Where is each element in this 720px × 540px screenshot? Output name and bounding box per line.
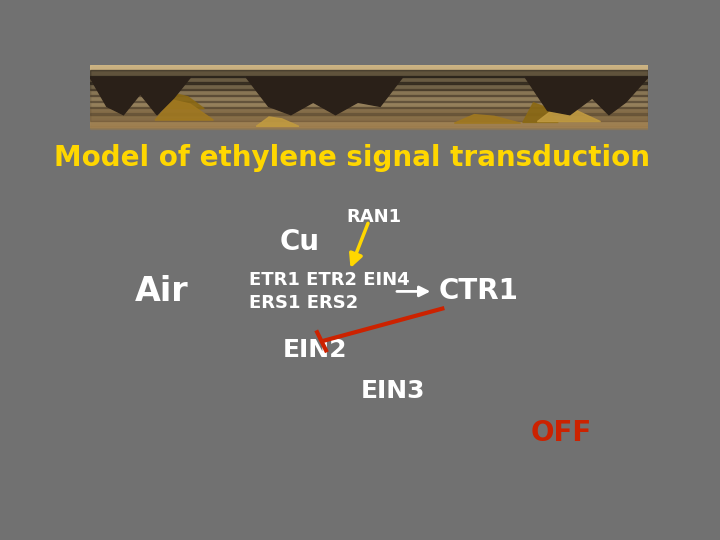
- Bar: [90, 76, 648, 84]
- Bar: [90, 116, 648, 118]
- Text: EIN3: EIN3: [361, 379, 425, 403]
- Bar: [90, 106, 648, 108]
- Bar: [90, 107, 648, 114]
- Polygon shape: [454, 114, 521, 123]
- Bar: [90, 101, 648, 109]
- Polygon shape: [90, 77, 190, 114]
- Bar: [90, 115, 648, 117]
- Bar: [90, 65, 648, 106]
- Polygon shape: [246, 77, 402, 114]
- Bar: [90, 109, 648, 111]
- Polygon shape: [163, 94, 204, 109]
- Text: Air: Air: [135, 275, 188, 308]
- Bar: [90, 110, 648, 112]
- Bar: [90, 111, 648, 113]
- Bar: [90, 105, 648, 107]
- Bar: [90, 70, 648, 77]
- Bar: [90, 89, 648, 96]
- Bar: [90, 114, 648, 116]
- Bar: [90, 107, 648, 109]
- Text: OFF: OFF: [531, 419, 592, 447]
- Text: RAN1: RAN1: [347, 207, 402, 226]
- Bar: [90, 120, 648, 122]
- Text: CTR1: CTR1: [438, 278, 518, 306]
- Bar: [90, 65, 648, 127]
- Polygon shape: [256, 117, 299, 126]
- Polygon shape: [537, 107, 600, 122]
- Bar: [90, 113, 648, 121]
- Bar: [90, 119, 648, 120]
- Bar: [90, 113, 648, 114]
- Bar: [90, 125, 648, 127]
- Bar: [90, 126, 648, 128]
- Bar: [90, 124, 648, 125]
- Bar: [90, 82, 648, 90]
- Bar: [90, 104, 648, 105]
- Text: Cu: Cu: [280, 227, 320, 255]
- Bar: [90, 118, 648, 119]
- Text: EIN2: EIN2: [282, 338, 347, 362]
- Polygon shape: [523, 103, 558, 123]
- Polygon shape: [155, 100, 213, 120]
- Text: Model of ethylene signal transduction: Model of ethylene signal transduction: [54, 144, 650, 172]
- Bar: [90, 94, 648, 102]
- Bar: [90, 127, 648, 129]
- Text: ETR1 ETR2 EIN4
ERS1 ERS2: ETR1 ETR2 EIN4 ERS1 ERS2: [249, 271, 410, 312]
- Bar: [90, 122, 648, 123]
- Bar: [90, 123, 648, 124]
- Polygon shape: [526, 77, 648, 114]
